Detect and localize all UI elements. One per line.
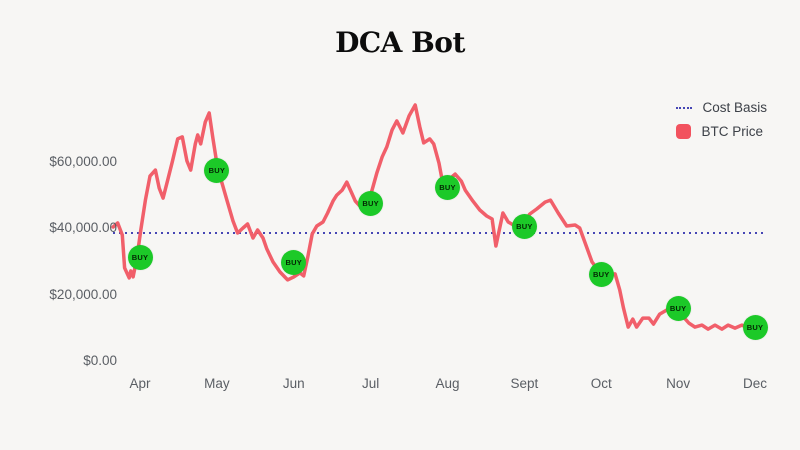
buy-marker[interactable]: BUY	[511, 213, 537, 239]
y-axis-tick-label: $20,000.00	[49, 286, 117, 302]
x-axis-tick-label: Aug	[435, 376, 460, 391]
x-axis-tick-label: Apr	[129, 376, 151, 391]
btc-price-swatch-icon	[676, 124, 692, 139]
buy-marker[interactable]: BUY	[204, 157, 230, 183]
buy-marker[interactable]: BUY	[588, 262, 614, 288]
buy-marker[interactable]: BUY	[127, 245, 153, 271]
y-axis-tick-label: $60,000.00	[49, 153, 117, 169]
legend: Cost Basis BTC Price	[676, 100, 767, 139]
y-axis-tick-label: $40,000.00	[49, 220, 117, 235]
page-title: DCA Bot	[335, 26, 465, 59]
x-axis-tick-label: May	[204, 376, 230, 391]
x-axis-tick-label: Jul	[361, 376, 380, 391]
legend-label-btc-price: BTC Price	[701, 124, 763, 139]
x-axis-tick-label: Jun	[282, 376, 305, 391]
legend-label-cost-basis: Cost Basis	[702, 100, 767, 115]
buy-marker[interactable]: BUY	[742, 314, 768, 340]
x-axis-tick-label: Nov	[666, 376, 691, 391]
y-axis-tick-label: $0.00	[83, 353, 117, 368]
cost-basis-line-icon	[676, 106, 693, 109]
buy-marker[interactable]: BUY	[435, 174, 460, 200]
x-axis-tick-label: Dec	[742, 376, 767, 391]
legend-item-cost-basis[interactable]: Cost Basis	[676, 100, 767, 115]
buy-marker[interactable]: BUY	[665, 295, 691, 321]
buy-marker[interactable]: BUY	[281, 250, 307, 276]
x-axis-tick-label: Oct	[590, 376, 612, 391]
btc-price-line	[111, 103, 757, 331]
x-axis-tick-label: Sept	[510, 376, 539, 391]
legend-item-btc-price[interactable]: BTC Price	[676, 124, 763, 139]
buy-marker[interactable]: BUY	[358, 190, 384, 216]
